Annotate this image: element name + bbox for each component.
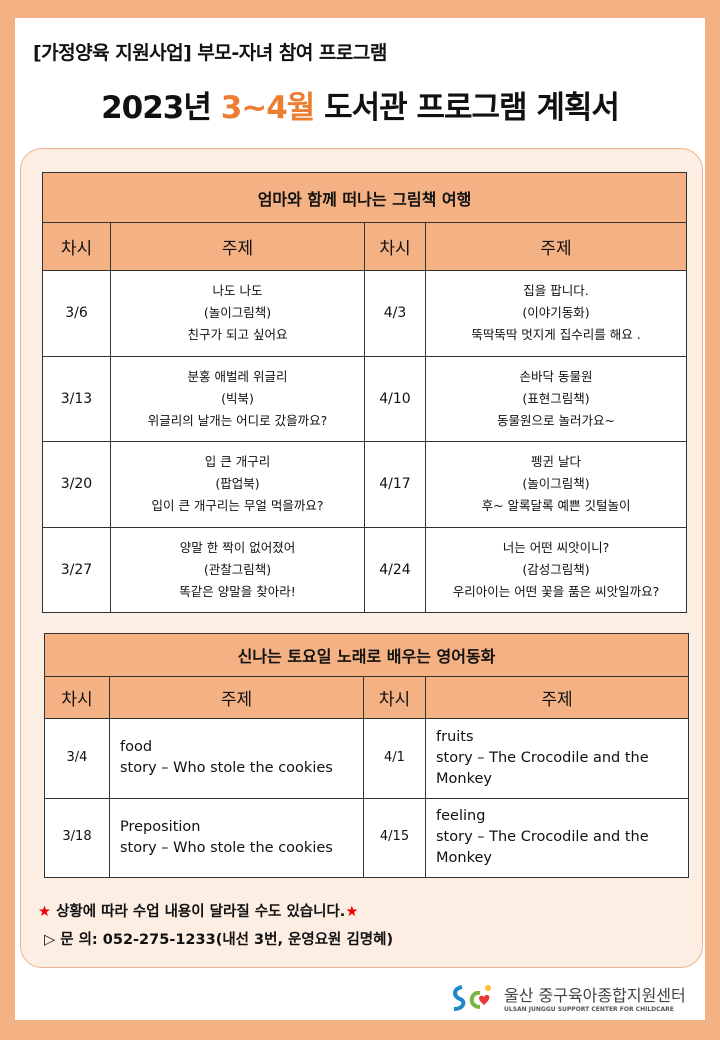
title-rest: 도서관 프로그램 계획서 xyxy=(314,90,620,126)
topic-line: 뚝딱뚝딱 멋지게 집수리를 해요 . xyxy=(471,327,641,343)
topic-line: 입 큰 개구리 xyxy=(204,454,271,470)
topic-line: (감성그림책) xyxy=(522,561,590,577)
session-date: 4/17 xyxy=(364,441,426,528)
topic-line: 너는 어떤 씨앗이니? xyxy=(502,539,610,555)
topic-cell: 손바닥 동물원 (표현그림책) 동물원으로 놀러가요~ xyxy=(424,355,688,442)
topic-line: story – Who stole the cookies xyxy=(120,839,333,856)
column-header: 차시 xyxy=(363,676,426,719)
topic-cell: 분홍 애벌레 위글리 (빅북) 위글리의 날개는 어디로 갔을까요? xyxy=(110,355,365,442)
table-caption: 엄마와 함께 떠나는 그림책 여행 xyxy=(41,172,688,223)
table-row: 3/18 Preposition story – Who stole the coo… xyxy=(44,797,689,878)
column-header: 주제 xyxy=(425,676,689,719)
topic-line: 동물원으로 놀러가요~ xyxy=(497,412,615,428)
topic-cell: 집을 팝니다. (이야기동화) 뚝딱뚝딱 멋지게 집수리를 해요 . xyxy=(424,270,688,357)
logo-text-en: ULSAN JUNGGU SUPPORT CENTER FOR CHILDCAR… xyxy=(504,1006,674,1013)
column-header: 주제 xyxy=(424,222,688,271)
column-header: 주제 xyxy=(109,676,364,719)
session-date: 4/3 xyxy=(364,270,426,357)
topic-cell: fruits story – The Crocodile and the Monk… xyxy=(425,718,689,799)
table-row: 3/6 나도 나도 (놀이그림책) 친구가 되고 싶어요 4/3 집을 팝니다. (이야기동… xyxy=(42,270,688,357)
page-title: 2023년 3~4월 도서관 프로그램 계획서 xyxy=(0,82,720,127)
session-date: 3/13 xyxy=(42,355,111,442)
topic-line: Preposition xyxy=(120,818,201,835)
picture-book-table: 엄마와 함께 떠나는 그림책 여행 차시 주제 차시 주제 3/6 나도 나도 (놀이그림… xyxy=(41,172,688,613)
inquiry: ▷ 문 의: 052-275-1233(내선 3번, 운영요원 김명혜) xyxy=(44,932,394,948)
topic-line: 손바닥 동물원 xyxy=(519,368,593,384)
topic-cell: 나도 나도 (놀이그림책) 친구가 되고 싶어요 xyxy=(110,270,365,357)
session-date: 4/10 xyxy=(364,355,426,442)
topic-line: 친구가 되고 싶어요 xyxy=(187,327,288,343)
topic-line: (표현그림책) xyxy=(522,390,590,406)
topic-line: food xyxy=(120,739,153,756)
notice-text: 상황에 따라 수업 내용이 달라질 수도 있습니다. xyxy=(56,904,346,920)
topic-line: 똑같은 양말을 찾아라! xyxy=(179,583,296,599)
topic-line: (이야기동화) xyxy=(522,305,590,321)
session-date: 4/24 xyxy=(364,526,426,613)
topic-cell: 양말 한 짝이 없어졌어 (관찰그림책) 똑같은 양말을 찾아라! xyxy=(110,526,365,613)
topic-line: 위글리의 날개는 어디로 갔을까요? xyxy=(147,412,328,428)
topic-line: (팝업북) xyxy=(215,476,260,492)
english-story-table: 신나는 토요일 노래로 배우는 영어동화 차시 주제 차시 주제 3/4 food sto… xyxy=(44,633,689,878)
topic-line: 양말 한 짝이 없어졌어 xyxy=(179,539,296,555)
topic-line: (빅북) xyxy=(221,390,254,406)
session-date: 4/15 xyxy=(363,797,426,878)
notice: ★ 상황에 따라 수업 내용이 달라질 수도 있습니다.★ xyxy=(38,900,358,921)
star-icon: ★ xyxy=(345,904,359,920)
title-year: 2023년 xyxy=(101,90,221,126)
title-months: 3~4월 xyxy=(220,90,316,126)
topic-line: (놀이그림책) xyxy=(203,305,272,321)
topic-line: fruits xyxy=(436,728,474,745)
topic-cell: Preposition story – Who stole the cookies xyxy=(109,797,364,878)
topic-cell: 너는 어떤 씨앗이니? (감성그림책) 우리아이는 어떤 꽃을 품은 씨앗일까요? xyxy=(424,526,688,613)
table-row: 3/27 양말 한 짝이 없어졌어 (관찰그림책) 똑같은 양말을 찾아라! 4/24 너… xyxy=(42,526,688,613)
logo-text-kr: 울산 중구육아종합지원센터 xyxy=(504,986,686,1005)
column-header: 차시 xyxy=(364,222,426,271)
topic-cell: 입 큰 개구리 (팝업북) 입이 큰 개구리는 무얼 먹을까요? xyxy=(110,441,365,528)
table-row: 3/4 food story – Who stole the cookies 4/1 f… xyxy=(44,718,689,799)
topic-line: (관찰그림책) xyxy=(203,561,272,577)
star-icon: ★ xyxy=(38,904,51,920)
topic-line: 나도 나도 xyxy=(212,283,263,299)
session-date: 3/18 xyxy=(44,797,110,878)
session-date: 3/6 xyxy=(42,270,111,357)
logo-icon xyxy=(453,984,491,1011)
topic-line: 펭귄 날다 xyxy=(531,454,581,470)
column-header: 주제 xyxy=(110,222,365,271)
topic-line: 집을 팝니다. xyxy=(523,283,589,299)
column-header: 차시 xyxy=(44,676,110,719)
topic-cell: 펭귄 날다 (놀이그림책) 후~ 알록달록 예쁜 깃털놀이 xyxy=(424,441,688,528)
table-caption: 신나는 토요일 노래로 배우는 영어동화 xyxy=(44,633,689,677)
table-row: 3/20 입 큰 개구리 (팝업북) 입이 큰 개구리는 무얼 먹을까요? 4/17 펭귄… xyxy=(42,441,688,528)
session-date: 3/27 xyxy=(42,526,111,613)
column-header: 차시 xyxy=(42,222,111,271)
topic-line: 입이 큰 개구리는 무얼 먹을까요? xyxy=(151,498,324,514)
topic-line: feeling xyxy=(436,808,486,825)
topic-cell: feeling story – The Crocodile and the Mon… xyxy=(425,797,689,878)
topic-line: story – The Crocodile and the Monkey xyxy=(436,829,649,867)
center-logo: 울산 중구육아종합지원센터 ULSAN JUNGGU SUPPORT CENTER… xyxy=(450,982,686,1013)
topic-line: 분홍 애벌레 위글리 xyxy=(187,368,288,384)
subtitle: [가정양육 지원사업] 부모-자녀 참여 프로그램 xyxy=(33,42,387,64)
topic-line: 우리아이는 어떤 꽃을 품은 씨앗일까요? xyxy=(452,583,660,599)
session-date: 4/1 xyxy=(363,718,426,799)
session-date: 3/4 xyxy=(44,718,110,799)
topic-line: story – The Crocodile and the Monkey xyxy=(436,749,649,787)
topic-line: 후~ 알록달록 예쁜 깃털놀이 xyxy=(481,498,631,514)
session-date: 3/20 xyxy=(42,441,111,528)
topic-line: story – Who stole the cookies xyxy=(120,760,333,777)
topic-line: (놀이그림책) xyxy=(522,476,590,492)
table-row: 3/13 분홍 애벌레 위글리 (빅북) 위글리의 날개는 어디로 갔을까요? 4/10… xyxy=(42,355,688,442)
topic-cell: food story – Who stole the cookies xyxy=(109,718,364,799)
